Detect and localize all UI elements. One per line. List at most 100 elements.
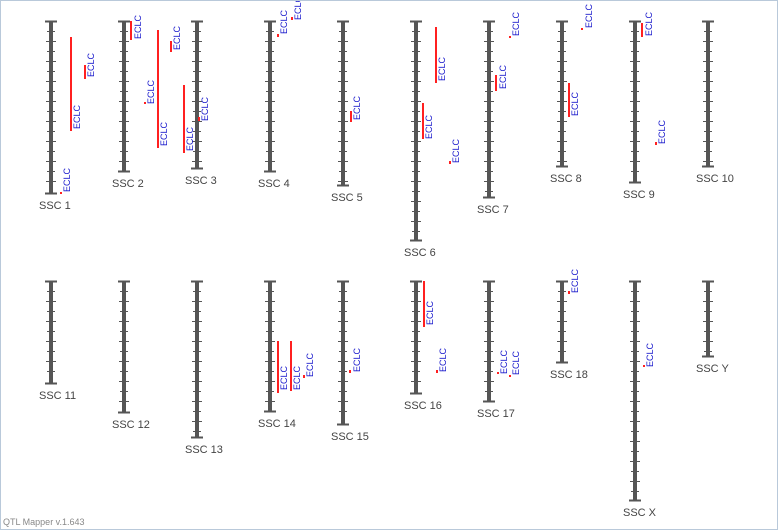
- qtl-label[interactable]: ECLC: [86, 52, 96, 77]
- qtl-marker[interactable]: ECLC: [435, 27, 447, 83]
- chromosome[interactable]: SSC 16 ECLC ECLC: [404, 280, 448, 412]
- qtl-marker[interactable]: ECLC: [277, 341, 289, 393]
- chromosome[interactable]: SSC 10: [696, 20, 734, 185]
- qtl-label[interactable]: ECLC: [279, 365, 289, 390]
- qtl-marker[interactable]: ECLC: [436, 347, 448, 373]
- qtl-bar[interactable]: [581, 28, 583, 30]
- qtl-label[interactable]: ECLC: [159, 121, 169, 146]
- chromosome[interactable]: SSC X ECLC: [623, 280, 657, 519]
- qtl-label[interactable]: ECLC: [499, 349, 509, 374]
- qtl-marker[interactable]: ECLC: [130, 14, 143, 40]
- qtl-bar[interactable]: [509, 36, 511, 38]
- qtl-label[interactable]: ECLC: [584, 3, 594, 28]
- qtl-bar[interactable]: [643, 365, 645, 367]
- chromosome-bar[interactable]: [268, 21, 272, 172]
- qtl-marker[interactable]: ECLC: [277, 9, 289, 37]
- qtl-bar[interactable]: [568, 83, 570, 117]
- qtl-label[interactable]: ECLC: [438, 347, 448, 372]
- qtl-label[interactable]: ECLC: [511, 11, 521, 36]
- qtl-marker[interactable]: ECLC: [157, 30, 169, 148]
- qtl-bar[interactable]: [277, 341, 279, 393]
- qtl-marker[interactable]: ECLC: [568, 83, 580, 117]
- qtl-bar[interactable]: [509, 375, 511, 377]
- qtl-marker[interactable]: ECLC: [170, 25, 182, 52]
- qtl-bar[interactable]: [495, 75, 497, 91]
- qtl-bar[interactable]: [170, 41, 172, 52]
- qtl-label[interactable]: ECLC: [72, 104, 82, 129]
- chromosome-bar[interactable]: [195, 21, 199, 169]
- chromosome-bar[interactable]: [195, 281, 199, 438]
- qtl-bar[interactable]: [157, 30, 159, 148]
- qtl-label[interactable]: ECLC: [62, 167, 72, 192]
- chromosome[interactable]: SSC 7 ECLC ECLC: [477, 11, 521, 216]
- qtl-label[interactable]: ECLC: [657, 119, 667, 144]
- chromosome-bar[interactable]: [122, 281, 126, 413]
- chromosome-bar[interactable]: [341, 21, 345, 186]
- qtl-label[interactable]: ECLC: [305, 352, 315, 377]
- qtl-marker[interactable]: ECLC: [290, 341, 302, 391]
- chromosome[interactable]: SSC 15 ECLC: [331, 280, 369, 443]
- chromosome[interactable]: SSC 11: [39, 280, 76, 402]
- qtl-label[interactable]: ECLC: [437, 56, 447, 81]
- qtl-label[interactable]: ECLC: [425, 300, 435, 325]
- chromosome-bar[interactable]: [49, 281, 53, 384]
- chromosome-bar[interactable]: [122, 21, 126, 172]
- qtl-marker[interactable]: ECLC: [84, 52, 96, 79]
- qtl-marker[interactable]: ECLC: [509, 350, 521, 377]
- chromosome-bar[interactable]: [49, 21, 53, 194]
- qtl-label[interactable]: ECLC: [172, 25, 182, 50]
- qtl-marker[interactable]: ECLC: [198, 96, 210, 121]
- qtl-bar[interactable]: [198, 117, 200, 121]
- qtl-label[interactable]: ECLC: [570, 268, 580, 293]
- qtl-label[interactable]: ECLC: [293, 1, 303, 20]
- qtl-bar[interactable]: [183, 85, 185, 153]
- qtl-marker[interactable]: ECLC: [449, 138, 461, 164]
- qtl-marker[interactable]: ECLC: [509, 11, 521, 38]
- qtl-bar[interactable]: [655, 142, 657, 145]
- chromosome-bar[interactable]: [341, 281, 345, 425]
- qtl-marker[interactable]: ECLC: [349, 347, 362, 373]
- qtl-bar[interactable]: [290, 341, 292, 391]
- qtl-marker[interactable]: ECLC: [303, 352, 315, 378]
- chromosome[interactable]: SSC 1 ECLC ECLC ECLC: [39, 20, 96, 212]
- chromosome-bar[interactable]: [706, 21, 710, 167]
- qtl-label[interactable]: ECLC: [292, 365, 302, 390]
- chromosome[interactable]: SSC 18 ECLC: [550, 268, 588, 381]
- qtl-marker[interactable]: ECLC: [568, 268, 580, 294]
- chromosome[interactable]: SSC Y: [696, 280, 729, 375]
- qtl-bar[interactable]: [422, 103, 424, 139]
- chromosome[interactable]: SSC 2 ECLC ECLC ECLC ECLC: [112, 14, 182, 190]
- qtl-label[interactable]: ECLC: [570, 91, 580, 116]
- qtl-marker[interactable]: ECLC: [495, 64, 508, 91]
- qtl-label[interactable]: ECLC: [511, 350, 521, 375]
- chromosome[interactable]: SSC 17 ECLC ECLC: [477, 280, 521, 420]
- chromosome[interactable]: SSC 3 ECLC ECLC: [183, 20, 217, 187]
- qtl-marker[interactable]: ECLC: [655, 119, 667, 145]
- qtl-bar[interactable]: [84, 65, 86, 79]
- qtl-bar[interactable]: [568, 291, 570, 294]
- qtl-label[interactable]: ECLC: [279, 9, 289, 34]
- chromosome[interactable]: SSC 5 ECLC: [331, 20, 363, 204]
- qtl-marker[interactable]: ECLC: [423, 281, 435, 327]
- qtl-bar[interactable]: [70, 37, 72, 131]
- qtl-marker[interactable]: ECLC: [60, 167, 72, 194]
- qtl-label[interactable]: ECLC: [352, 347, 362, 372]
- chromosome[interactable]: SSC 9 ECLC ECLC: [623, 11, 667, 201]
- qtl-bar[interactable]: [130, 21, 132, 40]
- qtl-label[interactable]: ECLC: [498, 64, 508, 89]
- qtl-bar[interactable]: [60, 192, 62, 194]
- chromosome-bar[interactable]: [414, 281, 418, 394]
- chromosome[interactable]: SSC 6 ECLC ECLC ECLC: [404, 20, 461, 259]
- chromosome[interactable]: SSC 13: [185, 280, 223, 456]
- qtl-marker[interactable]: ECLC: [643, 342, 655, 367]
- qtl-bar[interactable]: [423, 281, 425, 327]
- chromosome-bar[interactable]: [706, 281, 710, 357]
- qtl-marker[interactable]: ECLC: [422, 103, 434, 139]
- qtl-label[interactable]: ECLC: [644, 11, 654, 36]
- chromosome[interactable]: SSC 8 ECLC ECLC: [550, 3, 594, 185]
- qtl-bar[interactable]: [497, 372, 499, 374]
- chromosome[interactable]: SSC 12: [112, 280, 150, 431]
- qtl-bar[interactable]: [436, 370, 438, 373]
- qtl-label[interactable]: ECLC: [200, 96, 210, 121]
